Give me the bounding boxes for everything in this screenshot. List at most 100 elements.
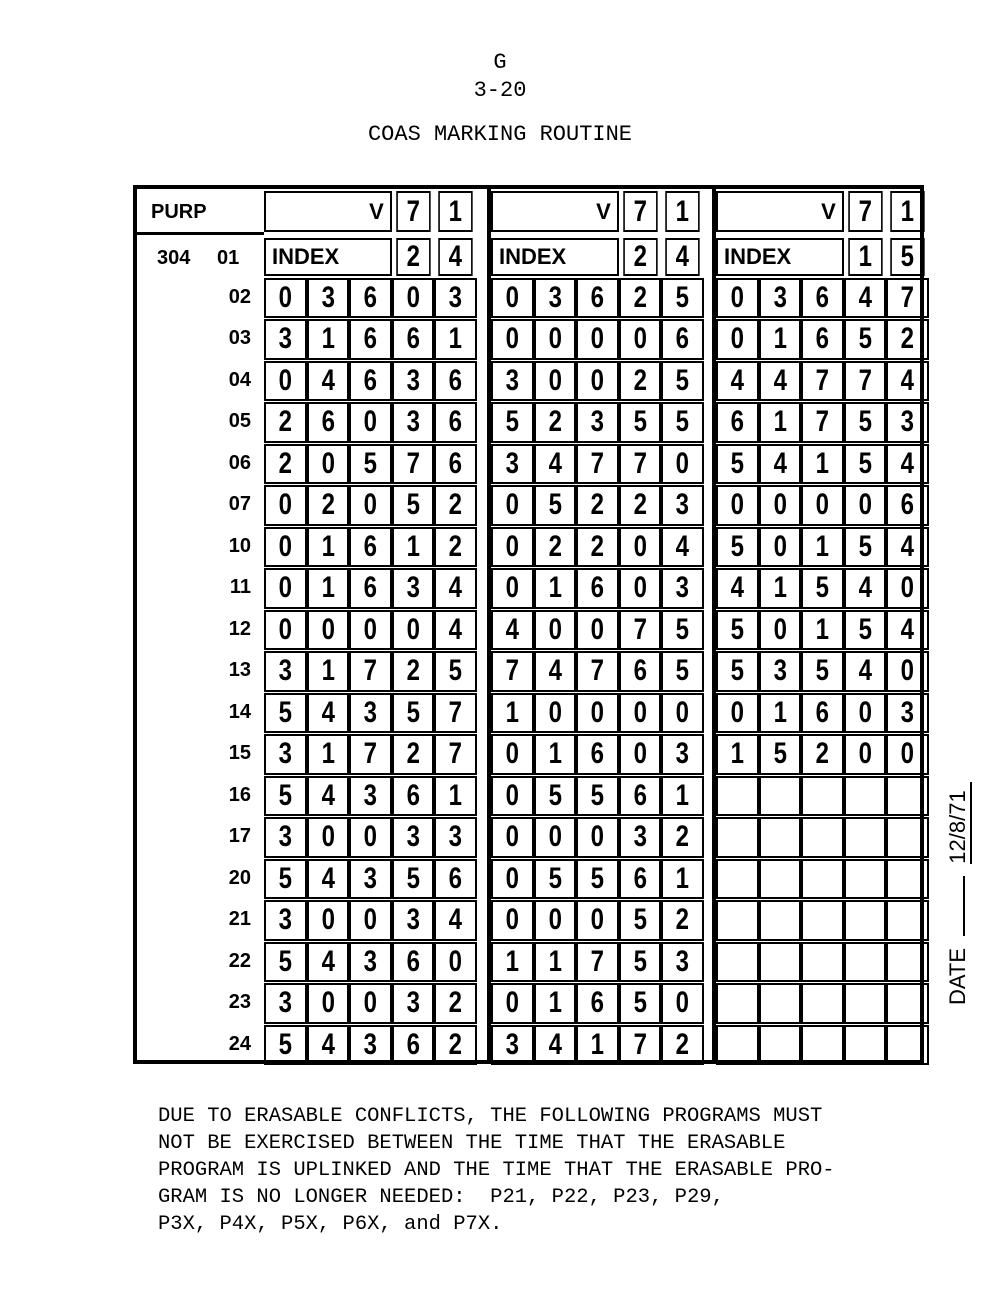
octal-digit: 7 bbox=[590, 446, 605, 480]
octal-digit-cell: 4 bbox=[491, 609, 534, 650]
octal-digit: 0 bbox=[363, 903, 378, 937]
octal-digit-cell: 1 bbox=[716, 734, 759, 775]
octal-digit-cell: 4 bbox=[758, 443, 802, 484]
row-label: 24 bbox=[228, 1032, 251, 1055]
octal-digit: 6 bbox=[815, 695, 830, 729]
octal-digit: 2 bbox=[590, 488, 605, 522]
octal-digit-cell: 0 bbox=[716, 319, 759, 360]
octal-digit-cell: 3 bbox=[264, 319, 307, 360]
octal-digit: 0 bbox=[590, 820, 605, 854]
octal-digit-cell: 3 bbox=[391, 983, 435, 1024]
octal-digit-cell: 4 bbox=[758, 360, 802, 401]
octal-digit: 4 bbox=[548, 1027, 562, 1061]
octal-digit-cell: 6 bbox=[391, 775, 435, 816]
octal-digit-cell: 0 bbox=[491, 319, 534, 360]
octal-digit-cell: 5 bbox=[264, 858, 307, 899]
octal-digit-cell: 0 bbox=[491, 858, 534, 899]
octal-digit-cell: 6 bbox=[306, 402, 350, 443]
octal-digit-cell: 0 bbox=[306, 900, 350, 941]
octal-digit-cell: 0 bbox=[349, 609, 392, 650]
verb-label: V bbox=[821, 198, 836, 224]
index-digit: 5 bbox=[890, 238, 925, 276]
octal-digit: 3 bbox=[590, 405, 605, 439]
purp-label: PURP bbox=[151, 201, 207, 223]
octal-digit-cell: 6 bbox=[618, 775, 662, 816]
octal-digit: 0 bbox=[633, 322, 647, 356]
octal-digit-cell: 0 bbox=[349, 900, 392, 941]
octal-digit-cell: 5 bbox=[716, 526, 759, 567]
octal-digit: 1 bbox=[730, 737, 744, 771]
octal-digit-cell: 5 bbox=[391, 692, 435, 733]
octal-digit-cell: 2 bbox=[391, 651, 435, 692]
octal-digit-cell: 4 bbox=[843, 651, 887, 692]
octal-digit: 4 bbox=[901, 363, 915, 397]
octal-digit: 5 bbox=[730, 529, 744, 563]
octal-digit: 2 bbox=[278, 446, 292, 480]
octal-digit-cell bbox=[843, 900, 887, 941]
octal-digit-cell: 1 bbox=[533, 734, 577, 775]
octal-digit-cell: 0 bbox=[306, 817, 350, 858]
octal-digit-cell: 5 bbox=[264, 941, 307, 982]
row-label: 23 bbox=[228, 991, 251, 1013]
octal-digit-cell: 3 bbox=[758, 277, 802, 318]
octal-digit-cell: 1 bbox=[306, 568, 350, 609]
octal-digit-cell: 1 bbox=[758, 402, 802, 443]
octal-digit-cell: 0 bbox=[801, 485, 844, 526]
row-label: 13 bbox=[228, 659, 251, 681]
verb-digit: 7 bbox=[848, 191, 883, 232]
octal-digit: 0 bbox=[321, 446, 335, 480]
octal-digit: 3 bbox=[363, 695, 378, 729]
octal-digit: 0 bbox=[633, 737, 647, 771]
octal-digit-cell: 0 bbox=[716, 277, 759, 318]
octal-digit: 1 bbox=[505, 695, 519, 729]
octal-digit-cell: 7 bbox=[391, 443, 435, 484]
octal-digit-cell: 7 bbox=[349, 734, 392, 775]
octal-digit-cell: 0 bbox=[618, 692, 662, 733]
row-label: 04 bbox=[228, 368, 251, 391]
octal-digit: 0 bbox=[548, 612, 562, 646]
octal-digit-cell bbox=[758, 900, 802, 941]
octal-digit-cell: 3 bbox=[661, 734, 704, 775]
octal-digit: 1 bbox=[321, 737, 335, 771]
octal-digit-cell: 5 bbox=[533, 485, 577, 526]
octal-digit-cell: 0 bbox=[349, 485, 392, 526]
octal-digit-cell: 1 bbox=[306, 651, 350, 692]
verb-digit: 7 bbox=[396, 191, 431, 232]
row-label: 02 bbox=[228, 285, 251, 308]
octal-digit-cell: 1 bbox=[801, 526, 844, 567]
octal-digit: 3 bbox=[278, 737, 292, 771]
octal-digit-cell: 0 bbox=[758, 609, 802, 650]
index-field: INDEX bbox=[716, 238, 844, 276]
octal-digit: 1 bbox=[773, 695, 787, 729]
octal-digit-cell: 1 bbox=[434, 775, 477, 816]
octal-digit-cell: 6 bbox=[391, 1024, 435, 1065]
octal-digit-cell: 7 bbox=[434, 734, 477, 775]
octal-digit: 5 bbox=[278, 861, 292, 895]
octal-digit: 0 bbox=[321, 903, 335, 937]
octal-digit-cell: 6 bbox=[801, 692, 844, 733]
octal-digit: 2 bbox=[321, 488, 335, 522]
row-label: 20 bbox=[228, 866, 251, 889]
octal-digit: 7 bbox=[505, 654, 519, 688]
octal-digit: 5 bbox=[590, 778, 605, 812]
octal-digit-cell: 4 bbox=[306, 858, 350, 899]
octal-digit-cell: 7 bbox=[576, 651, 619, 692]
octal-digit-cell bbox=[843, 817, 887, 858]
octal-digit: 3 bbox=[321, 280, 335, 314]
octal-digit-cell: 5 bbox=[391, 858, 435, 899]
octal-digit-cell: 0 bbox=[306, 443, 350, 484]
erasable-load-table: PURP 304 01 V 7 1 INDEX 2 4 V 7 1 INDEX 2 4 V 7 1 INDEX… bbox=[133, 185, 929, 1065]
panel-divider bbox=[712, 189, 716, 1060]
octal-digit: 0 bbox=[363, 405, 378, 439]
octal-digit-cell: 0 bbox=[491, 983, 534, 1024]
row-label: 15 bbox=[228, 742, 251, 764]
octal-digit: 5 bbox=[730, 446, 744, 480]
octal-digit-cell: 6 bbox=[391, 319, 435, 360]
row-label: 05 bbox=[228, 410, 251, 432]
octal-digit: 4 bbox=[548, 654, 562, 688]
octal-digit-cell: 2 bbox=[264, 443, 307, 484]
octal-digit: 6 bbox=[590, 571, 605, 605]
octal-digit: 1 bbox=[773, 571, 787, 605]
octal-digit-cell: 0 bbox=[491, 526, 534, 567]
octal-digit: 1 bbox=[773, 322, 787, 356]
